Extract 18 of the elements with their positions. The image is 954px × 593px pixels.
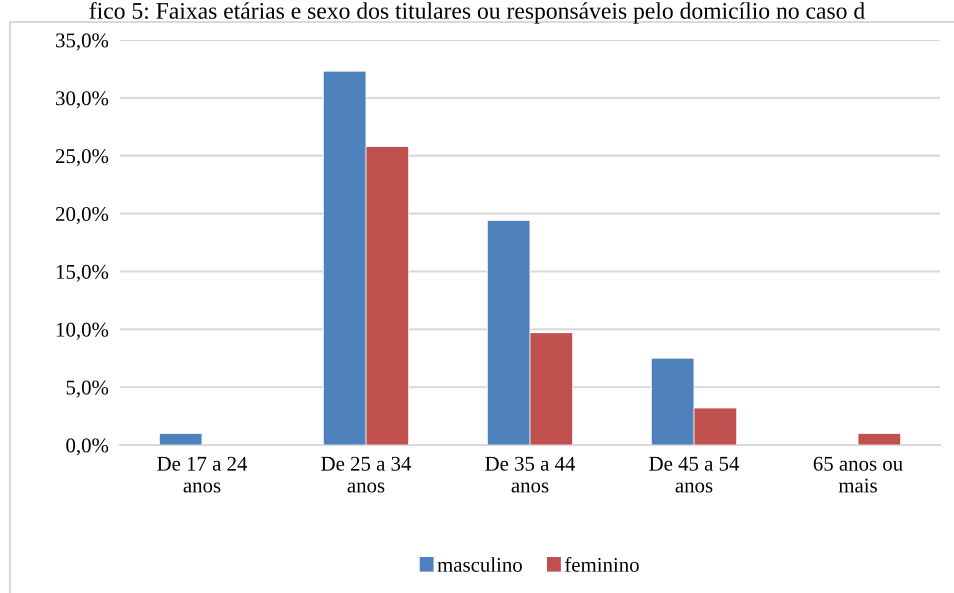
- x-tick-label: De 17 a 24 anos: [157, 456, 248, 493]
- legend-label: masculino: [438, 557, 522, 572]
- y-tick-label: 30,0%: [56, 91, 108, 108]
- y-tick-label: 15,0%: [56, 264, 108, 282]
- bar: [158, 433, 202, 445]
- bar: [858, 433, 902, 445]
- y-tick-label: 5,0%: [66, 380, 108, 398]
- y-tick-label: 20,0%: [56, 206, 108, 224]
- x-tick-label: De 45 a 54 anos: [649, 456, 740, 493]
- chart-title: fico 5: Faixas etárias e sexo dos titulares ou responsáveis pelo domicílio no caso d: [90, 2, 865, 24]
- legend-label: feminino: [565, 556, 639, 572]
- x-tick-label: De 25 a 34 anos: [321, 456, 412, 493]
- x-tick-label: De 35 a 44 anos: [485, 456, 576, 493]
- y-tick-label: 0,0%: [66, 438, 108, 456]
- x-tick-label: 65 anos ou mais: [814, 456, 903, 493]
- y-tick-label: 25,0%: [56, 149, 108, 166]
- y-tick-label: 35,0%: [56, 33, 108, 50]
- y-tick-label: 10,0%: [56, 322, 108, 340]
